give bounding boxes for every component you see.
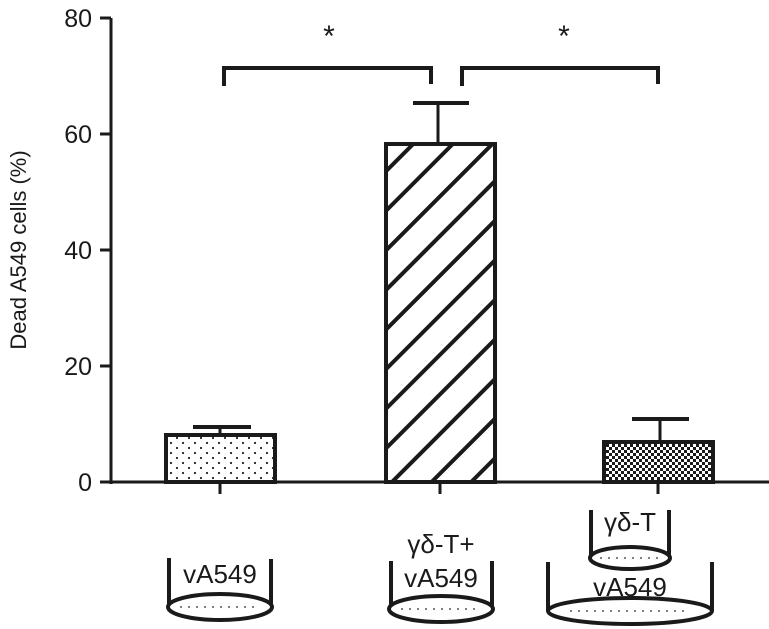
cup-diagram-transwell: vA549 γδ-T (546, 507, 714, 626)
significance-bracket-left: * (222, 20, 433, 86)
significance-bracket-right: * (460, 20, 660, 86)
bar-gdT-plus-vA549 (384, 101, 497, 484)
cup-diagram-gdT-plus-vA549: γδ-T+ vA549 (387, 529, 495, 624)
bar-gdT-transwell-vA549 (602, 417, 715, 484)
cup2-label: vA549 (404, 563, 478, 593)
y-tick-20: 20 (64, 353, 92, 381)
cup-diagram-vA549: vA549 (166, 558, 274, 622)
cup3-top-label: γδ-T (604, 507, 656, 537)
significance-star-left: * (323, 20, 335, 53)
cup1-label: vA549 (183, 559, 257, 589)
cup2-top-label: γδ-T+ (407, 529, 474, 559)
y-tick-80: 80 (64, 5, 92, 33)
y-axis-label: Dead A549 cells (%) (6, 150, 31, 349)
significance-star-right: * (558, 20, 570, 53)
y-axis: 0 20 40 60 80 Dead A549 cells (%) (6, 5, 113, 497)
cup3-label: vA549 (593, 572, 667, 602)
y-tick-0: 0 (78, 469, 92, 497)
bar-vA549 (164, 425, 277, 484)
y-tick-40: 40 (64, 237, 92, 265)
y-tick-60: 60 (64, 121, 92, 149)
